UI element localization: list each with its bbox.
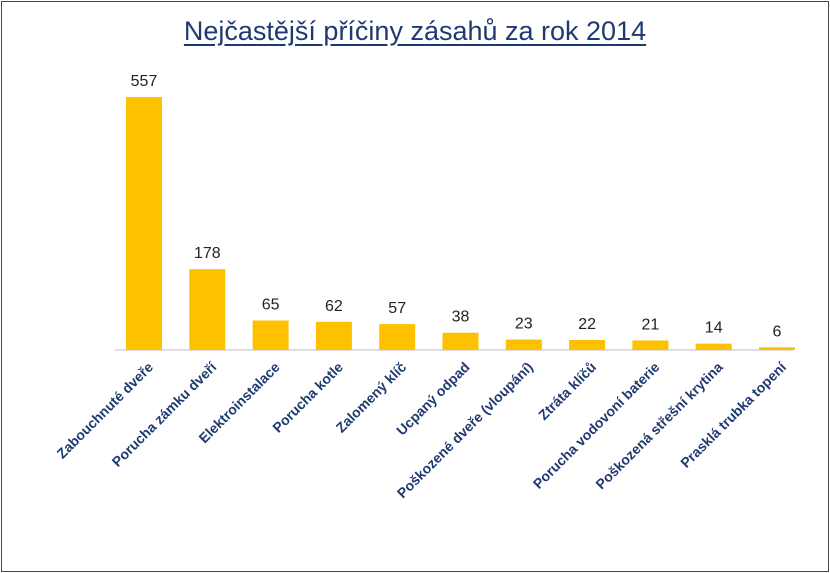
bar: [252, 320, 289, 350]
chart-title: Nejčastější příčiny zásahů za rok 2014: [183, 16, 647, 46]
data-label: 38: [452, 309, 470, 326]
bar: [442, 332, 479, 350]
bar: [505, 339, 542, 350]
bar: [695, 343, 732, 350]
x-tick-label: Poškozené dveře (vloupání): [394, 359, 536, 501]
x-tick-label: Ztráta klíčů: [535, 359, 599, 423]
data-label: 23: [515, 316, 533, 333]
data-label: 62: [325, 298, 343, 315]
data-label: 21: [642, 316, 660, 333]
bar: [126, 97, 162, 350]
data-label: 65: [262, 296, 280, 313]
x-tick-label: Prasklá trubka topení: [677, 358, 790, 471]
data-label: 57: [388, 300, 406, 317]
bar: [189, 269, 226, 350]
x-tick-label: Poškozená střešní krytina: [592, 359, 726, 493]
data-label: 14: [705, 320, 723, 337]
x-tick-label: Porucha vodovoní baterie: [530, 359, 663, 492]
bar: [379, 324, 416, 350]
data-label: 6: [773, 323, 782, 340]
bar: [759, 347, 795, 350]
data-label: 178: [194, 245, 221, 262]
data-label: 557: [131, 73, 158, 90]
bar: [315, 321, 352, 350]
bar: [632, 340, 669, 350]
data-label: 22: [578, 316, 596, 333]
bar: [569, 340, 606, 350]
x-tick-label: Porucha zámku dveří: [109, 358, 221, 470]
